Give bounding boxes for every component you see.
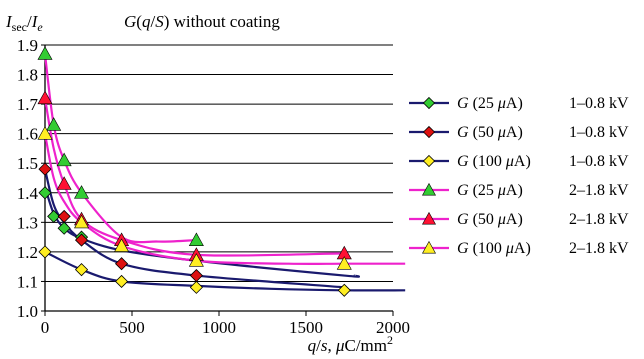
data-point-series-2 [39,163,51,175]
y-tick-label: 1.0 [17,302,38,321]
y-tick-label: 1.8 [17,66,38,85]
data-point-series-3 [116,275,128,287]
x-tick-label: 1000 [202,318,236,337]
series-line-3 [45,252,405,291]
data-point-series-2 [190,270,202,282]
y-tick-label: 1.7 [17,95,39,114]
chart-title: G(q/S) without coating [124,12,280,31]
legend-item-4: G (25 μA) 2–1.8 kV [409,182,629,199]
legend-item-6: G (100 μA) 2–1.8 kV [409,240,629,257]
legend-swatch-marker [424,98,435,109]
y-tick-label: 1.2 [17,243,38,262]
gridlines [45,45,393,281]
legend-voltage: 1–0.8 kV [569,95,629,112]
legend-label: G (100 μA) [457,153,531,170]
legend-label: G (25 μA) [457,95,523,112]
x-tick-label: 2000 [376,318,410,337]
legend-voltage: 2–1.8 kV [569,182,629,199]
data-point-series-2 [58,210,70,222]
y-tick-label: 1.6 [17,125,38,144]
series-line-5 [45,98,344,255]
legend-voltage: 1–0.8 kV [569,153,629,170]
x-tick-label: 1500 [289,318,323,337]
legend-voltage: 2–1.8 kV [569,211,629,228]
data-point-series-3 [39,246,51,258]
data-point-series-3 [190,281,202,293]
data-point-series-5 [57,177,71,190]
data-point-series-4 [38,47,52,60]
y-tick-label: 1.1 [17,272,38,291]
y-tick-label: 1.4 [17,184,39,203]
y-tick-label: 1.3 [17,213,38,232]
data-point-series-3 [76,264,88,276]
tick-labels: 1.0 1.1 1.2 1.3 1.4 1.5 1.6 1.7 1.8 1.9 0 500 1000 15… [17,36,410,337]
legend-label: G (25 μA) [457,182,523,199]
y-tick-label: 1.5 [17,154,38,173]
legend-label: G (100 μA) [457,240,531,257]
legend-item-3: G (100 μA) 1–0.8 kV [409,153,629,170]
legend: G (25 μA) 1–0.8 kVG (50 μA) 1–0.8 kVG (100… [409,95,629,257]
legend-voltage: 1–0.8 kV [569,124,629,141]
legend-label: G (50 μA) [457,211,523,228]
data-point-series-4 [57,153,71,166]
legend-item-1: G (25 μA) 1–0.8 kV [409,95,629,112]
y-tick-label: 1.9 [17,36,38,55]
series-layer [38,47,405,296]
legend-item-5: G (50 μA) 2–1.8 kV [409,211,629,228]
legend-label: G (50 μA) [457,124,523,141]
x-tick-label: 500 [119,318,145,337]
legend-swatch-marker [424,156,435,167]
legend-item-2: G (50 μA) 1–0.8 kV [409,124,629,141]
legend-voltage: 2–1.8 kV [569,240,629,257]
legend-swatch-marker [424,127,435,138]
x-tick-label: 0 [41,318,50,337]
data-point-series-2 [116,258,128,270]
y-axis-label: Isec/Ie [5,12,43,34]
